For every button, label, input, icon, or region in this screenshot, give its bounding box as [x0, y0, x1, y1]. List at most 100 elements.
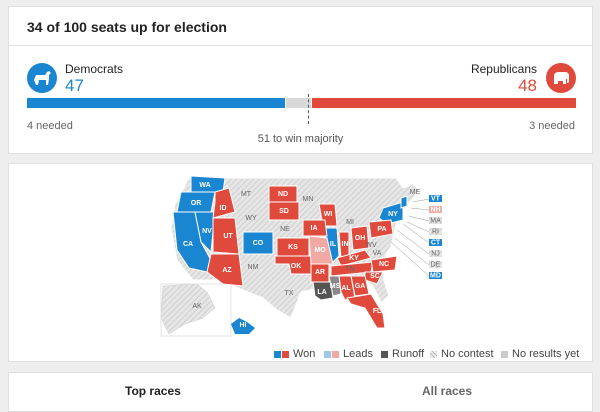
- label-ga: GA: [355, 283, 366, 290]
- state-az: [206, 253, 244, 287]
- dem-needed: 4 needed: [27, 120, 73, 132]
- dem-count: 47: [65, 76, 84, 95]
- state-co: [242, 231, 274, 255]
- state-nc: [370, 255, 398, 273]
- legend-no-results: No results yet: [501, 348, 579, 360]
- label-ny: NY: [388, 211, 398, 218]
- label-hi: HI: [240, 322, 247, 329]
- label-il: IL: [330, 241, 337, 248]
- legend-won-label: Won: [293, 348, 316, 360]
- label-ky: KY: [349, 255, 359, 262]
- state-vt: [400, 195, 408, 209]
- label-ca: CA: [183, 241, 193, 248]
- legend-no-results-label: No results yet: [512, 348, 580, 360]
- state-nv: [194, 211, 216, 254]
- state-sd: [268, 201, 300, 221]
- legend-runoff-label: Runoff: [392, 348, 425, 360]
- label-sd: SD: [279, 208, 289, 215]
- label-wv: WV: [365, 242, 377, 249]
- label-mt: MT: [241, 191, 252, 198]
- label-tn: TN: [345, 266, 354, 273]
- majority-marker: [308, 94, 309, 124]
- legend-no-contest-label: No contest: [441, 348, 494, 360]
- label-id: ID: [220, 205, 227, 212]
- races-tabs: Top races All races: [8, 372, 593, 412]
- state-ms: [328, 275, 342, 297]
- legend-leads-label: Leads: [343, 348, 373, 360]
- label-co: CO: [253, 240, 264, 247]
- undecided-seats-bar: [286, 98, 311, 108]
- svg-text:CT: CT: [431, 240, 441, 247]
- rep-needed: 3 needed: [529, 120, 575, 132]
- rep-name: Republicans: [470, 62, 537, 76]
- ne-callouts: VT NH MA RI CT NJ DE MD: [390, 195, 442, 280]
- hi-shape: [231, 318, 255, 334]
- majority-label: 51 to win majority: [257, 133, 344, 145]
- svg-text:DE: DE: [431, 262, 441, 269]
- label-la: LA: [317, 289, 326, 296]
- label-nv: NV: [202, 228, 212, 235]
- state-oh: [350, 225, 370, 251]
- results-map-card: WA OR CA NV ID UT AZ MT WY CO NM ND SD N…: [8, 163, 593, 362]
- state-pa: [368, 219, 394, 239]
- label-mn: MN: [303, 196, 314, 203]
- label-ne: NE: [280, 226, 290, 233]
- svg-text:MD: MD: [430, 273, 441, 280]
- legend-leads: Leads: [324, 348, 373, 360]
- seat-summary-card: 34 of 100 seats up for election Democrat…: [8, 6, 593, 154]
- label-ks: KS: [288, 244, 298, 251]
- rep-count: 48: [518, 76, 537, 95]
- label-nc: NC: [379, 261, 389, 268]
- label-tx: TX: [285, 290, 294, 297]
- svg-text:RI: RI: [432, 229, 439, 236]
- label-ms: MS: [330, 283, 341, 290]
- legend-runoff: Runoff: [381, 348, 424, 360]
- ak-shape: [160, 283, 216, 335]
- donkey-icon: [27, 63, 57, 93]
- seat-summary-header: 34 of 100 seats up for election: [9, 7, 592, 46]
- label-al: AL: [341, 285, 351, 292]
- label-mo: MO: [314, 247, 326, 254]
- rep-seats-bar: [312, 98, 576, 108]
- label-va: VA: [373, 250, 382, 257]
- label-oh: OH: [355, 235, 366, 242]
- state-id: [212, 187, 236, 219]
- state-fl: [346, 293, 386, 329]
- label-me: ME: [410, 189, 421, 196]
- label-wa: WA: [199, 182, 210, 189]
- label-pa: PA: [377, 226, 386, 233]
- tab-all-races[interactable]: All races: [422, 384, 473, 398]
- dem-seats-bar: [27, 98, 285, 108]
- label-nd: ND: [278, 191, 288, 198]
- us-results-map[interactable]: WA OR CA NV ID UT AZ MT WY CO NM ND SD N…: [151, 168, 451, 338]
- seat-summary-title: 34 of 100 seats up for election: [27, 19, 227, 35]
- label-ut: UT: [223, 233, 233, 240]
- label-wy: WY: [245, 215, 257, 222]
- label-ia: IA: [311, 225, 318, 232]
- svg-text:MA: MA: [430, 218, 441, 225]
- label-ak: AK: [192, 303, 202, 310]
- svg-text:VT: VT: [431, 196, 441, 203]
- label-mi: MI: [346, 219, 354, 226]
- label-sc: SC: [370, 273, 380, 280]
- legend-no-contest: No contest: [430, 348, 494, 360]
- elephant-icon: [546, 63, 576, 93]
- label-ok: OK: [291, 263, 302, 270]
- state-ky: [336, 249, 372, 267]
- state-ia: [302, 219, 328, 237]
- tab-top-races[interactable]: Top races: [125, 384, 181, 398]
- label-nm: NM: [248, 264, 259, 271]
- label-fl: FL: [373, 308, 382, 315]
- legend-won: Won: [274, 348, 315, 360]
- label-in: IN: [342, 241, 349, 248]
- state-mo: [308, 235, 334, 265]
- svg-text:NJ: NJ: [431, 251, 440, 258]
- label-ar: AR: [315, 269, 325, 276]
- label-or: OR: [191, 200, 202, 207]
- label-az: AZ: [222, 267, 232, 274]
- svg-text:NH: NH: [430, 207, 440, 214]
- label-wi: WI: [324, 211, 333, 218]
- state-la: [312, 281, 334, 301]
- ak-inset-frame: [160, 283, 232, 337]
- state-ny: [378, 201, 404, 225]
